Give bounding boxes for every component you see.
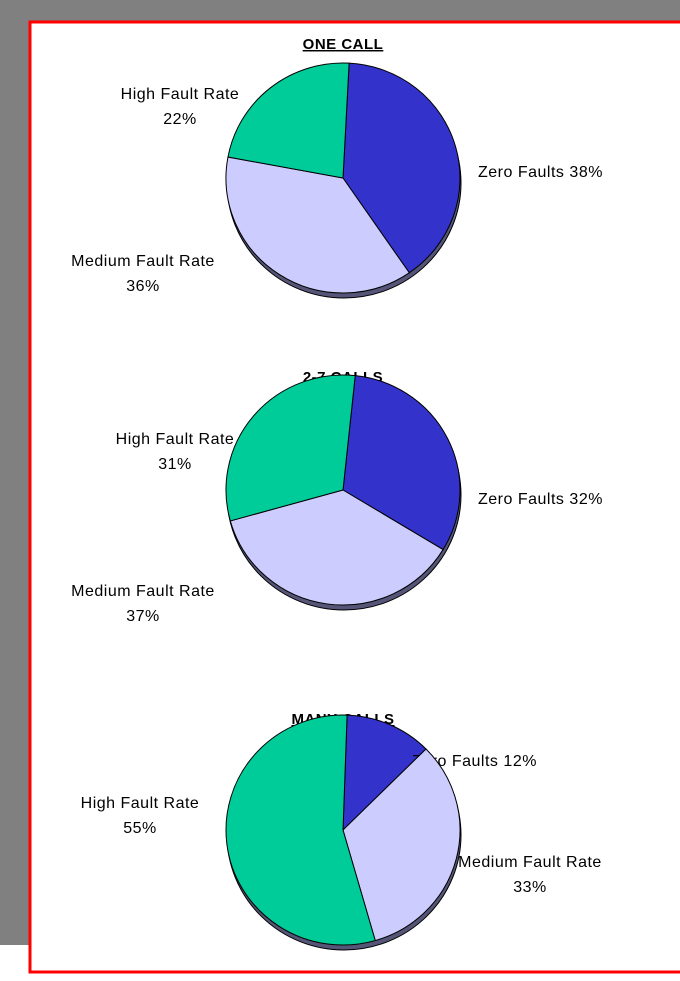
slice-value: 38% xyxy=(569,164,603,181)
pie-slice xyxy=(225,714,376,946)
slice-category: Zero Faults xyxy=(478,491,564,508)
slice-value: 33% xyxy=(513,879,547,896)
pie-slice xyxy=(225,374,356,522)
slice-category: Zero Faults xyxy=(478,164,564,181)
slice-value: 37% xyxy=(126,608,160,625)
pie-slice xyxy=(342,375,461,551)
slice-label: Zero Faults 32% xyxy=(478,491,603,508)
slice-label: Medium Fault Rate xyxy=(71,253,215,270)
slice-value: 55% xyxy=(123,820,157,837)
pie-slice xyxy=(225,156,410,294)
slice-value: 12% xyxy=(503,753,537,770)
border xyxy=(28,20,680,974)
frame-left xyxy=(0,0,30,945)
pie-slice xyxy=(342,748,461,942)
slice-label: High Fault Rate xyxy=(81,795,200,812)
pie-slice xyxy=(227,62,350,179)
chart-title: ONE CALL xyxy=(303,36,384,53)
slice-value: 22% xyxy=(163,111,197,128)
frame-top xyxy=(0,0,680,22)
slice-label: Medium Fault Rate xyxy=(458,854,602,871)
slice-label: High Fault Rate xyxy=(116,431,235,448)
slice-label: Medium Fault Rate xyxy=(71,583,215,600)
pie-slice xyxy=(229,489,444,606)
slice-label: High Fault Rate xyxy=(121,86,240,103)
slice-value: 36% xyxy=(126,278,160,295)
slice-value: 32% xyxy=(569,491,603,508)
slice-value: 31% xyxy=(158,456,192,473)
slice-label: Zero Faults 38% xyxy=(478,164,603,181)
pie-slice xyxy=(342,714,427,832)
pie-slice xyxy=(342,62,461,274)
